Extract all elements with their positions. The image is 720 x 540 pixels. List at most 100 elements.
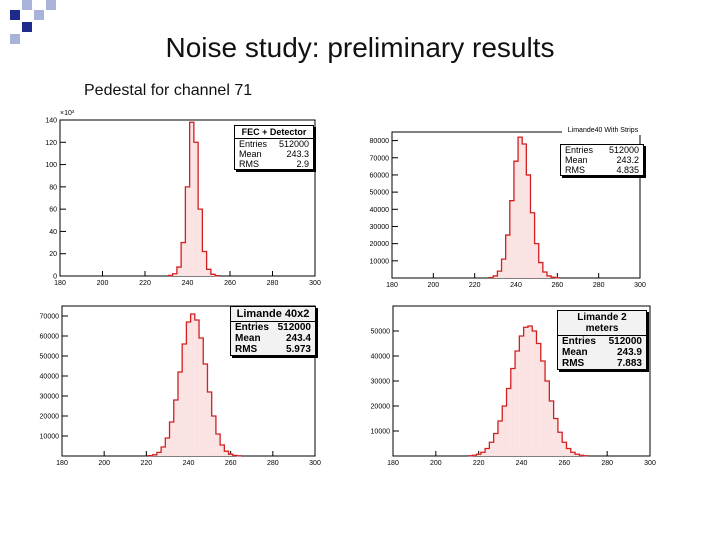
page-title: Noise study: preliminary results: [165, 32, 555, 63]
y-tick-label: 120: [45, 140, 57, 147]
histogram-chart: 180 200 220 240 260 280 300 10000 20000 30000 4000…: [371, 305, 656, 467]
stats-rms: 2.9: [296, 159, 309, 169]
histogram-bin: [509, 200, 514, 278]
histogram-bin: [493, 433, 498, 456]
histogram-bin: [215, 434, 221, 456]
histogram-bin: [566, 448, 571, 456]
x-tick-label: 220: [469, 282, 481, 289]
histogram-bin: [176, 267, 182, 276]
stats-entries: 512000: [277, 322, 311, 333]
histogram-bin: [536, 343, 541, 456]
histogram-chart: 180 200 220 240 260 280 300 0 20 40 60 80 100 120 140: [45, 118, 321, 288]
histogram-bin: [186, 322, 191, 456]
histogram-bin: [510, 368, 516, 456]
x-tick-label: 280: [593, 282, 605, 289]
x-tick-label: 220: [139, 280, 151, 287]
histogram-bin: [220, 445, 225, 456]
histogram-bin: [553, 418, 558, 456]
x-tick-label: 180: [54, 280, 66, 287]
stats-rms: 7.883: [616, 358, 642, 369]
y-tick-label: 50000: [371, 329, 391, 336]
x-tick-label: 300: [634, 282, 646, 289]
histogram-bin: [193, 142, 199, 276]
x-tick-label: 240: [183, 460, 195, 467]
x-tick-label: 260: [225, 460, 237, 467]
x-tick-label: 200: [430, 460, 442, 467]
histogram-bin: [538, 262, 543, 278]
y-tick-label: 40000: [370, 207, 390, 214]
histogram-bin: [185, 186, 190, 276]
histogram-bin: [161, 447, 166, 456]
histogram-bin: [210, 274, 216, 276]
x-tick-label: 200: [98, 460, 110, 467]
x-tick-label: 200: [97, 280, 109, 287]
histogram-bin: [545, 381, 550, 456]
histogram-bin: [480, 452, 486, 456]
histogram-bin: [172, 273, 177, 276]
histogram-bin: [497, 421, 503, 456]
histogram-bin: [211, 416, 216, 456]
x-tick-label: 260: [551, 282, 563, 289]
histogram-panel-limande-2-meters: 180 200 220 240 260 280 300 10000 20000 30000 4000…: [345, 298, 660, 468]
y-tick-label: 140: [45, 118, 57, 125]
histogram-bin: [515, 351, 520, 456]
histogram-bin: [530, 212, 535, 278]
histogram-bin: [497, 271, 502, 278]
x-tick-label: 280: [267, 280, 279, 287]
histogram-bin: [489, 442, 494, 456]
x-tick-label: 280: [601, 460, 613, 467]
histogram-bin: [519, 336, 524, 456]
y-tick-label: 0: [53, 274, 57, 281]
histogram-bin: [522, 144, 527, 278]
histogram-bin: [502, 406, 507, 456]
histogram-outline: [147, 313, 242, 457]
y-exponent-label: ×10³: [60, 110, 75, 117]
stats-box: Limande 2 meters Entries 512000 Mean 243.9…: [557, 310, 647, 370]
y-tick-label: 80000: [370, 138, 390, 145]
histogram-bin: [207, 392, 212, 456]
y-tick-label: 60: [49, 207, 57, 214]
stats-box: FEC + Detector Entries 512000 Mean 243.3 R…: [234, 125, 314, 170]
histogram-bin: [570, 452, 576, 456]
histogram-bin: [532, 331, 537, 456]
x-tick-label: 180: [387, 460, 399, 467]
x-tick-label: 260: [558, 460, 570, 467]
histogram-bin: [199, 338, 204, 456]
y-tick-label: 50000: [40, 354, 60, 361]
histogram-bin: [228, 454, 233, 456]
x-tick-label: 260: [224, 280, 236, 287]
histogram-chart: 180 200 220 240 260 280 300 10000 20000 30000 4000…: [370, 131, 646, 289]
y-tick-label: 20000: [370, 241, 390, 248]
y-tick-label: 60000: [370, 172, 390, 179]
histogram-bin: [562, 442, 567, 456]
stats-mean: 243.2: [616, 155, 639, 165]
y-tick-label: 40000: [371, 354, 391, 361]
stats-values-box: Entries 512000 Mean 243.2 RMS 4.835: [560, 144, 644, 176]
histogram-bin: [181, 242, 186, 276]
histogram-bin: [173, 400, 178, 456]
histogram-bin: [505, 235, 510, 278]
page-subtitle: Pedestal for channel 71: [84, 82, 253, 99]
histogram-bin: [194, 320, 200, 456]
y-tick-label: 100: [45, 162, 57, 169]
x-tick-label: 300: [309, 460, 321, 467]
histogram-bin: [224, 451, 229, 456]
x-tick-label: 180: [56, 460, 68, 467]
stats-rms: 4.835: [616, 165, 639, 175]
y-tick-label: 30000: [371, 379, 391, 386]
x-tick-label: 240: [516, 460, 528, 467]
histogram-bin: [542, 271, 547, 278]
x-tick-label: 240: [182, 280, 194, 287]
y-tick-label: 10000: [370, 258, 390, 265]
histogram-panel-limande-40x2: 180 200 220 240 260 280 300 10000 20000 30000 4000…: [20, 298, 325, 468]
y-tick-label: 10000: [371, 429, 391, 436]
histogram-bin: [534, 243, 539, 278]
stats-rms: 5.973: [285, 344, 311, 355]
stats-mean: 243.9: [616, 347, 642, 358]
y-tick-label: 40000: [40, 374, 60, 381]
histogram-bin: [203, 364, 208, 456]
x-tick-label: 200: [427, 282, 439, 289]
histogram-bin: [485, 448, 490, 456]
stats-box: Limande40 With Strips: [562, 126, 644, 135]
y-tick-label: 70000: [370, 155, 390, 162]
